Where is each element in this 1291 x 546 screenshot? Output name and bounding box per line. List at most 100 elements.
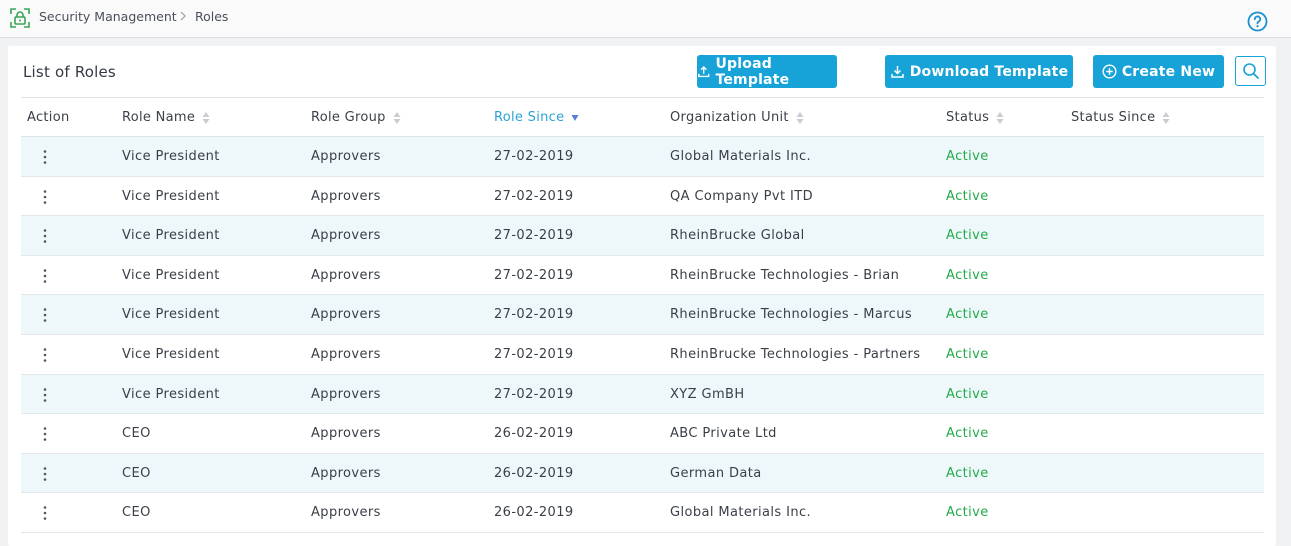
cell-org-unit: QA Company Pvt ITD bbox=[670, 188, 813, 204]
kebab-menu-icon bbox=[43, 229, 47, 243]
cell-role-name: Vice President bbox=[122, 386, 220, 402]
cell-role-since: 27-02-2019 bbox=[494, 228, 574, 244]
sort-desc-icon bbox=[571, 114, 579, 121]
cell-org-unit: Global Materials Inc. bbox=[670, 149, 812, 164]
row-actions-button[interactable] bbox=[38, 227, 52, 245]
sort-icon bbox=[202, 111, 210, 124]
download-icon bbox=[890, 66, 904, 78]
cell-role-name: Vice President bbox=[122, 188, 220, 204]
roles-table: Action Role Name Role Group Role Since O… bbox=[21, 97, 1264, 533]
search-button[interactable] bbox=[1235, 56, 1266, 86]
column-header-status[interactable]: Status bbox=[946, 110, 1004, 125]
cell-status: Active bbox=[946, 426, 989, 442]
cell-role-since: 26-02-2019 bbox=[494, 465, 574, 481]
column-header-label: Status Since bbox=[1071, 110, 1156, 125]
cell-status: Active bbox=[946, 228, 989, 244]
sort-icon bbox=[796, 111, 804, 124]
table-row[interactable]: Vice President Approvers 27-02-2019 Glob… bbox=[21, 137, 1264, 177]
cell-role-since: 27-02-2019 bbox=[494, 307, 574, 323]
row-actions-button[interactable] bbox=[38, 188, 52, 206]
cell-role-name: Vice President bbox=[122, 307, 220, 323]
cell-role-group: Approvers bbox=[311, 346, 381, 362]
row-actions-button[interactable] bbox=[38, 504, 52, 522]
column-header-organization-unit[interactable]: Organization Unit bbox=[670, 110, 804, 125]
cell-org-unit: RheinBrucke Technologies - Partners bbox=[670, 346, 921, 362]
column-header-label: Role Group bbox=[311, 110, 386, 125]
cell-role-group: Approvers bbox=[311, 426, 381, 442]
breadcrumb-section[interactable]: Security Management bbox=[39, 9, 177, 24]
row-actions-button[interactable] bbox=[38, 267, 52, 285]
cell-role-since: 27-02-2019 bbox=[494, 188, 574, 204]
row-actions-button[interactable] bbox=[38, 306, 52, 324]
kebab-menu-icon bbox=[43, 466, 47, 481]
row-actions-button[interactable] bbox=[38, 346, 52, 364]
column-header-role-since[interactable]: Role Since bbox=[494, 110, 579, 125]
cell-org-unit: German Data bbox=[670, 465, 762, 481]
cell-status: Active bbox=[946, 346, 989, 362]
cell-status: Active bbox=[946, 188, 989, 204]
sort-icon bbox=[996, 111, 1004, 124]
cell-role-since: 26-02-2019 bbox=[494, 426, 574, 442]
cell-role-group: Approvers bbox=[311, 228, 381, 244]
table-row[interactable]: Vice President Approvers 27-02-2019 Rhei… bbox=[21, 256, 1264, 296]
cell-role-name: CEO bbox=[122, 465, 151, 481]
table-row[interactable]: Vice President Approvers 27-02-2019 Rhei… bbox=[21, 295, 1264, 335]
cell-role-group: Approvers bbox=[311, 267, 381, 283]
cell-role-since: 27-02-2019 bbox=[494, 267, 574, 283]
cell-role-name: CEO bbox=[122, 426, 151, 442]
row-actions-button[interactable] bbox=[38, 465, 52, 483]
cell-org-unit: ABC Private Ltd bbox=[670, 426, 777, 442]
table-row[interactable]: Vice President Approvers 27-02-2019 Rhei… bbox=[21, 335, 1264, 375]
row-actions-button[interactable] bbox=[38, 386, 52, 404]
table-row[interactable]: CEO Approvers 26-02-2019 ABC Private Ltd… bbox=[21, 414, 1264, 454]
table-header: Action Role Name Role Group Role Since O… bbox=[21, 97, 1264, 137]
upload-icon bbox=[698, 66, 710, 78]
cell-org-unit: XYZ GmBH bbox=[670, 386, 745, 402]
cell-role-group: Approvers bbox=[311, 307, 381, 323]
sort-icon bbox=[393, 111, 401, 124]
kebab-menu-icon bbox=[43, 506, 47, 521]
cell-org-unit: RheinBrucke Technologies - Brian bbox=[670, 267, 900, 283]
upload-template-label: Upload Template bbox=[715, 55, 790, 88]
create-new-button[interactable]: Create New bbox=[1093, 55, 1224, 88]
upload-template-button[interactable]: Upload Template bbox=[697, 55, 837, 88]
row-actions-button[interactable] bbox=[38, 425, 52, 443]
cell-role-group: Approvers bbox=[311, 188, 381, 204]
kebab-menu-icon bbox=[43, 268, 47, 283]
cell-org-unit: RheinBrucke Global bbox=[670, 228, 805, 244]
cell-org-unit: RheinBrucke Technologies - Marcus bbox=[670, 307, 913, 323]
cell-role-name: Vice President bbox=[122, 228, 220, 244]
sort-icon bbox=[1162, 111, 1170, 124]
column-header-status-since[interactable]: Status Since bbox=[1071, 110, 1170, 125]
column-header-label: Status bbox=[946, 110, 990, 125]
cell-status: Active bbox=[946, 149, 989, 164]
help-icon[interactable] bbox=[1247, 11, 1268, 32]
table-row[interactable]: Vice President Approvers 27-02-2019 XYZ … bbox=[21, 374, 1264, 415]
row-actions-button[interactable] bbox=[38, 148, 52, 166]
cell-status: Active bbox=[946, 267, 989, 283]
kebab-menu-icon bbox=[43, 427, 47, 441]
kebab-menu-icon bbox=[43, 189, 47, 204]
table-row[interactable]: Vice President Approvers 27-02-2019 Rhei… bbox=[21, 216, 1264, 256]
column-header-label: Role Since bbox=[494, 110, 565, 125]
kebab-menu-icon bbox=[43, 150, 47, 164]
top-bar: Security Management Roles bbox=[0, 0, 1291, 38]
cell-role-group: Approvers bbox=[311, 505, 381, 521]
cell-role-since: 26-02-2019 bbox=[494, 505, 574, 521]
create-new-label: Create New bbox=[1121, 63, 1216, 80]
kebab-menu-icon bbox=[43, 387, 47, 402]
cell-org-unit: Global Materials Inc. bbox=[670, 505, 812, 521]
cell-role-since: 27-02-2019 bbox=[494, 346, 574, 362]
column-header-role-name[interactable]: Role Name bbox=[122, 110, 210, 125]
cell-status: Active bbox=[946, 307, 989, 323]
cell-role-since: 27-02-2019 bbox=[494, 149, 574, 164]
column-header-label: Organization Unit bbox=[670, 110, 789, 125]
table-row[interactable]: CEO Approvers 26-02-2019 Global Material… bbox=[21, 493, 1264, 533]
column-header-role-group[interactable]: Role Group bbox=[311, 110, 401, 125]
cell-status: Active bbox=[946, 465, 989, 481]
cell-role-group: Approvers bbox=[311, 386, 381, 402]
table-row[interactable]: Vice President Approvers 27-02-2019 QA C… bbox=[21, 177, 1264, 217]
download-template-button[interactable]: Download Template bbox=[885, 55, 1073, 88]
table-row[interactable]: CEO Approvers 26-02-2019 German Data Act… bbox=[21, 453, 1264, 494]
cell-status: Active bbox=[946, 505, 989, 521]
